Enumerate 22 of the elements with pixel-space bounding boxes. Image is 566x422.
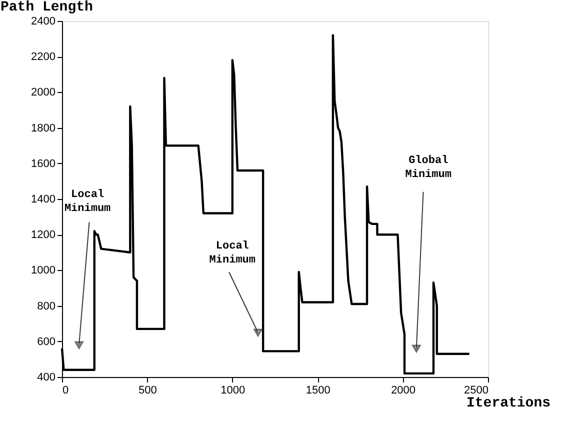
y-tick-label: 800: [37, 300, 56, 312]
y-tick-label: 600: [37, 336, 56, 348]
y-axis-title: Path Length: [0, 0, 93, 16]
x-tick-label: 2000: [391, 384, 416, 396]
x-tick-label: 500: [138, 384, 157, 396]
x-tick-label: 0: [62, 384, 69, 396]
y-tick-label: 1000: [31, 264, 56, 277]
y-tick-label: 1800: [31, 122, 56, 134]
y-tick-label: 1200: [31, 229, 56, 242]
x-tick-label: 1000: [220, 384, 246, 396]
y-tick-label: 2200: [31, 51, 56, 64]
y-tick-label: 1400: [31, 194, 56, 206]
y-tick-label: 2000: [31, 86, 56, 99]
annotation: Global Minimum: [405, 155, 452, 182]
x-tick-label: 1500: [306, 384, 330, 396]
y-tick-label: 2400: [31, 16, 56, 28]
annotation: Local Minimum: [209, 240, 256, 267]
x-axis-title: Iterations: [466, 396, 550, 412]
y-tick-label: 1600: [31, 158, 56, 170]
x-tick-label: 2500: [464, 384, 488, 396]
y-tick-label: 400: [37, 372, 56, 384]
annotation: Local Minimum: [64, 189, 112, 215]
